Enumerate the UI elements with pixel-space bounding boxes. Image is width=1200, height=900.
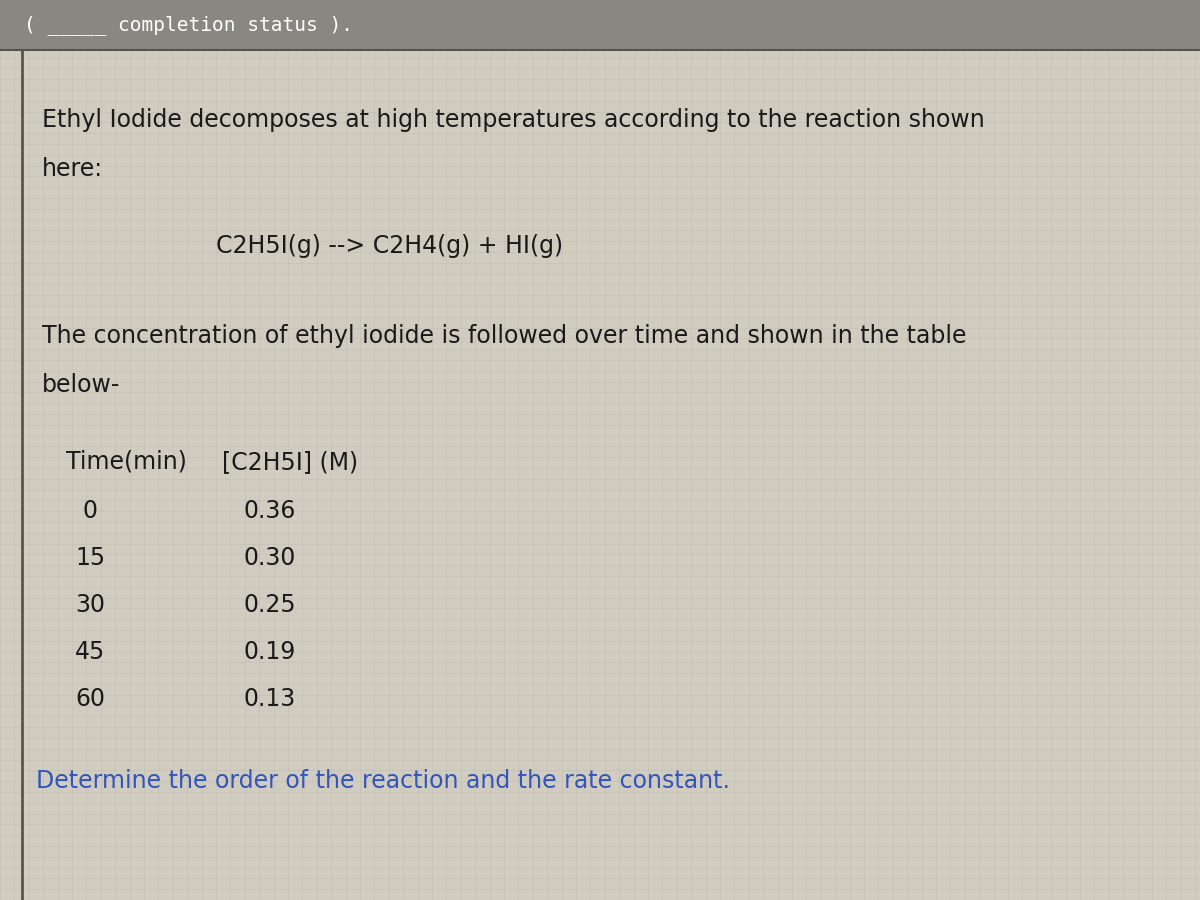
Text: [C2H5I] (M): [C2H5I] (M) xyxy=(222,450,358,474)
Text: Ethyl Iodide decomposes at high temperatures according to the reaction shown: Ethyl Iodide decomposes at high temperat… xyxy=(42,108,985,132)
Text: 0: 0 xyxy=(83,500,97,524)
Text: 60: 60 xyxy=(74,687,106,711)
Text: Time(min): Time(min) xyxy=(66,450,187,474)
Text: ( _____ completion status ).: ( _____ completion status ). xyxy=(24,14,353,35)
Text: Determine the order of the reaction and the rate constant.: Determine the order of the reaction and … xyxy=(36,770,730,794)
Text: 0.36: 0.36 xyxy=(244,500,296,524)
Bar xyxy=(0,0,1200,50)
Text: 0.30: 0.30 xyxy=(244,546,296,571)
Text: 45: 45 xyxy=(74,640,106,664)
Text: here:: here: xyxy=(42,158,103,182)
Text: 0.13: 0.13 xyxy=(244,687,296,711)
Text: 30: 30 xyxy=(74,593,106,617)
Text: 15: 15 xyxy=(74,546,106,571)
Text: below-: below- xyxy=(42,374,120,398)
Text: C2H5I(g) --> C2H4(g) + HI(g): C2H5I(g) --> C2H4(g) + HI(g) xyxy=(216,234,563,258)
Text: 0.19: 0.19 xyxy=(244,640,296,664)
Text: 0.25: 0.25 xyxy=(244,593,296,617)
Text: The concentration of ethyl iodide is followed over time and shown in the table: The concentration of ethyl iodide is fol… xyxy=(42,324,966,348)
